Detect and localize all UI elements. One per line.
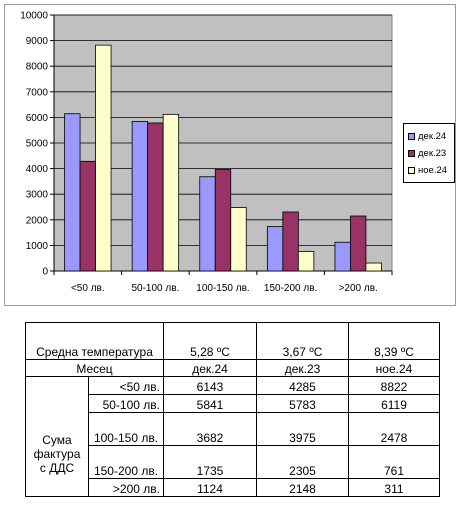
legend-label-1: дек.24 — [418, 130, 447, 142]
y-tick-label: 1000 — [26, 241, 49, 252]
bar — [147, 122, 164, 272]
table-cell: 5783 — [256, 394, 349, 413]
row-label: <50 лв. — [88, 376, 164, 395]
table-row: Сума фактура с ДДС <50 лв. 6143 4285 882… — [25, 376, 440, 497]
table-cell: 8822 — [348, 376, 440, 395]
bar — [199, 176, 216, 272]
avg-temperature-label: Средна температура — [25, 322, 164, 360]
bar — [297, 251, 315, 272]
x-tick-label: 50-100 лв. — [131, 283, 179, 294]
bar — [282, 211, 299, 272]
row-label: 50-100 лв. — [88, 394, 164, 413]
bar — [365, 262, 382, 272]
bar — [162, 113, 180, 272]
y-tick-label: 8000 — [26, 62, 49, 73]
row-label: 150-200 лв. — [88, 445, 164, 479]
month-row: Месец дек.24 дек.23 ное.24 — [25, 359, 440, 377]
y-tick-label: 9000 — [26, 36, 49, 47]
legend-swatch-3 — [408, 166, 415, 174]
y-tick-label: 5000 — [26, 139, 49, 150]
table-row: >200 лв. 1124 2148 311 — [26, 478, 440, 497]
y-tick-label: 3000 — [26, 190, 49, 201]
temperature-cell: 8,39 ºC — [348, 322, 440, 360]
temperature-row: Средна температура 5,28 ºC 3,67 ºC 8,39 … — [25, 322, 440, 360]
table-cell: 3975 — [256, 412, 349, 446]
bar — [266, 226, 284, 272]
table-row: 100-150 лв. 3682 3975 2478 — [26, 412, 440, 446]
sum-invoice-label: Сума фактура с ДДС — [25, 376, 89, 497]
data-table: Средна температура 5,28 ºC 3,67 ºC 8,39 … — [25, 322, 440, 497]
table-cell: 2478 — [348, 412, 440, 446]
bar — [79, 160, 96, 272]
table-cell: 2305 — [256, 445, 349, 479]
chart-legend: дек.24 дек.23 ное.24 — [403, 123, 455, 183]
month-label: Месец — [25, 359, 164, 377]
month-cell: дек.24 — [163, 359, 257, 377]
bar — [230, 207, 247, 272]
x-tick-label: 150-200 лв. — [264, 283, 317, 294]
legend-item-3: ное.24 — [408, 164, 447, 176]
x-tick-label: 100-150 лв. — [196, 283, 249, 294]
row-label: 100-150 лв. — [88, 412, 164, 446]
table-row: 50-100 лв. 5841 5783 6119 — [26, 394, 440, 413]
temperature-cell: 5,28 ºC — [163, 322, 257, 360]
legend-swatch-2 — [408, 149, 415, 157]
legend-label-2: дек.23 — [418, 147, 447, 159]
table-cell: 761 — [348, 445, 440, 479]
table-row: 150-200 лв. 1735 2305 761 — [26, 445, 440, 479]
month-cell: ное.24 — [348, 359, 440, 377]
legend-item-1: дек.24 — [408, 130, 446, 142]
y-tick-label: 10000 — [20, 11, 48, 22]
x-tick-label: <50 лв. — [71, 283, 105, 294]
table-cell: 3682 — [163, 412, 257, 446]
bar — [350, 215, 367, 272]
chart-area: 0 1000 2000 3000 4000 5000 6000 7000 8000 9000 100… — [4, 4, 456, 306]
table-cell: 4285 — [256, 376, 349, 395]
table-cell: 6119 — [348, 394, 440, 413]
legend-label-3: ное.24 — [418, 164, 448, 176]
table-cell: 6143 — [163, 376, 257, 395]
legend-swatch-1 — [408, 132, 415, 140]
table-cell: 311 — [348, 478, 440, 497]
table-cell: 2148 — [256, 478, 349, 497]
bar — [95, 44, 112, 272]
temperature-cell: 3,67 ºC — [256, 322, 349, 360]
y-tick-label: 4000 — [26, 164, 49, 175]
table-cell: 1124 — [163, 478, 257, 497]
table-cell: 5841 — [163, 394, 257, 413]
row-label: >200 лв. — [88, 478, 164, 497]
y-tick-label: 6000 — [26, 113, 49, 124]
legend-item-2: дек.23 — [408, 147, 446, 159]
bar — [334, 241, 351, 272]
month-cell: дек.23 — [256, 359, 349, 377]
y-tick-label: 7000 — [26, 87, 49, 98]
bar — [214, 168, 232, 272]
x-tick-label: >200 лв. — [339, 283, 378, 294]
y-tick-label: 0 — [42, 267, 48, 278]
table-cell: 1735 — [163, 445, 257, 479]
bar — [131, 121, 149, 272]
bar — [64, 113, 81, 272]
bar-chart: 0 1000 2000 3000 4000 5000 6000 7000 8000 9000 100… — [20, 11, 393, 294]
y-tick-label: 2000 — [26, 215, 49, 226]
